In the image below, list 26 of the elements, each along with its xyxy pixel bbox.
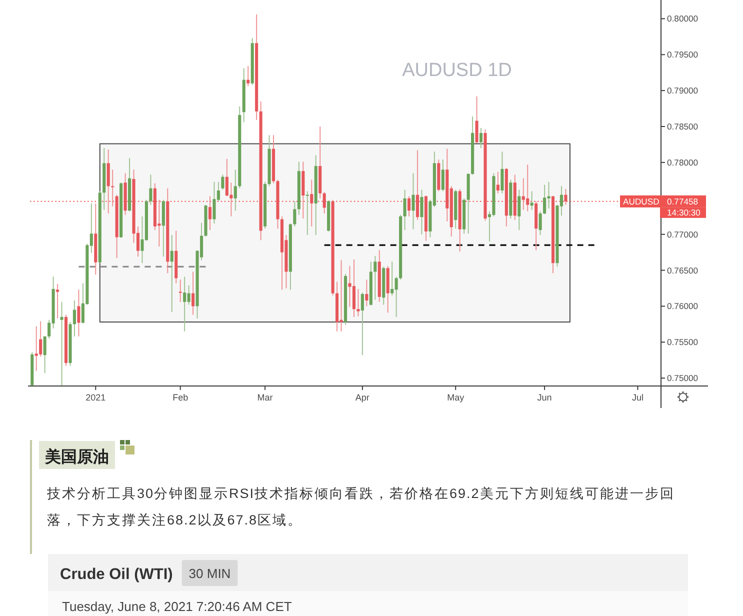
x-tick-label: Feb	[172, 392, 188, 402]
text: Tuesday, June 8, 2021 7:20:46 AM CET	[62, 599, 292, 614]
y-tick-label: 0.79000	[667, 86, 698, 96]
text: 30 MIN	[188, 566, 231, 581]
x-tick-label: Jun	[537, 392, 552, 402]
y-tick-label: 0.78000	[667, 157, 698, 168]
y-tick-label: 0.79500	[667, 50, 698, 60]
x-tick-label: Jul	[632, 392, 644, 402]
text: AUDUSD 1D	[402, 60, 512, 81]
x-tick-label: May	[447, 392, 465, 402]
text: 14:30:30	[667, 207, 701, 218]
y-tick-label: 0.75500	[667, 337, 698, 348]
y-tick-label: 0.78500	[667, 122, 698, 132]
x-tick-label: Apr	[355, 392, 370, 402]
annotation: AUDUSD	[623, 196, 660, 206]
x-tick-label: Mar	[257, 392, 273, 402]
text: Crude Oil (WTI)	[60, 566, 173, 583]
x-tick-label: 2021	[86, 392, 106, 402]
y-tick-label: 0.76000	[667, 301, 698, 312]
ref-line-label: 0.77458	[667, 196, 698, 206]
y-tick-label: 0.80000	[667, 14, 698, 24]
text: 美国原油	[44, 447, 109, 466]
y-tick-label: 0.76500	[667, 265, 698, 276]
y-tick-label: 0.77000	[667, 229, 698, 240]
y-tick-label: 0.75000	[667, 373, 698, 384]
text: 技术分析工具30分钟图显示RSI技术指标倾向看跌，若价格在69.2美元下方则短线可能进一步回落，下方支撑关注68.2以及67.8区域。	[46, 486, 675, 528]
